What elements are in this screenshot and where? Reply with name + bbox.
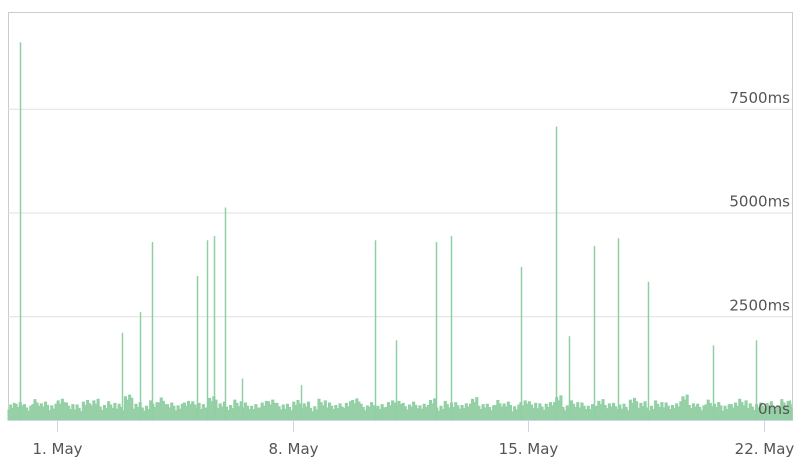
y-tick-label: 2500ms (729, 296, 790, 314)
series-area (7, 394, 793, 421)
y-tick-label: 7500ms (729, 89, 790, 107)
y-axis-labels: 0ms 2500ms 5000ms 7500ms (729, 89, 790, 418)
y-tick-label: 5000ms (729, 193, 790, 211)
plot-frame (8, 12, 793, 421)
x-tick-label: 15. May (499, 440, 559, 458)
x-tick-label: 1. May (32, 440, 82, 458)
x-tick-label: 22. May (735, 440, 795, 458)
grid-lines (8, 108, 792, 318)
x-axis-labels: 1. May 8. May 15. May 22. May (32, 440, 794, 458)
baseline-area (7, 394, 793, 421)
x-tick-label: 8. May (268, 440, 318, 458)
series-spikes (19, 42, 758, 420)
y-tick-label: 0ms (758, 400, 790, 418)
x-axis-ticks (57, 420, 765, 432)
